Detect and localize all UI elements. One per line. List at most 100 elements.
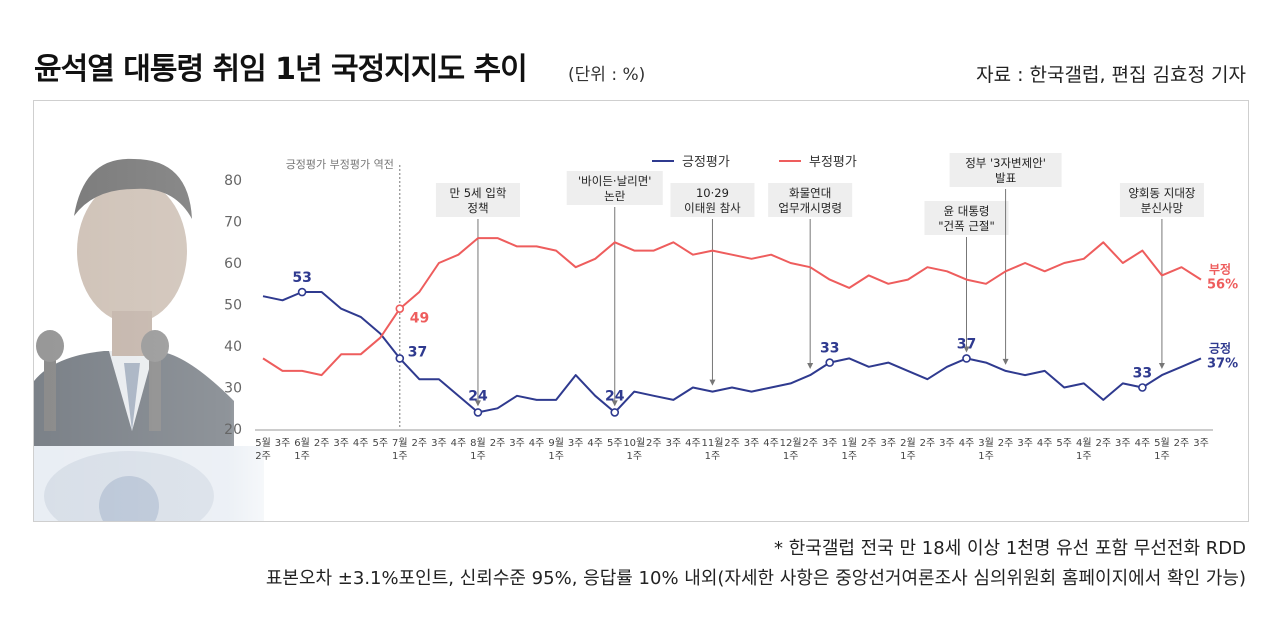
x-tick-label: 10월 [623, 437, 645, 449]
end-label-name: 부정 [1209, 262, 1231, 277]
data-label: 37 [957, 336, 976, 352]
x-tick-sublabel: 1주 [470, 451, 486, 462]
legend-item: 부정평가 [779, 155, 857, 170]
x-tick-label: 4주 [959, 438, 975, 449]
legend-label: 부정평가 [809, 155, 857, 170]
x-tick-label: 5월 [255, 437, 271, 449]
y-tick-label: 20 [224, 422, 242, 438]
data-label: 53 [292, 270, 311, 286]
event-annotation: 윤 대통령"건폭 근절" [924, 201, 1009, 353]
x-tick-label: 2주 [1096, 438, 1112, 449]
x-tick-sublabel: 1주 [392, 451, 408, 462]
x-tick-label: 2주 [646, 438, 662, 449]
end-label-name: 긍정 [1209, 340, 1231, 355]
event-text: 논란 [604, 189, 626, 203]
event-text: 분신사망 [1141, 201, 1184, 215]
x-tick-label: 3주 [333, 438, 349, 449]
data-point-marker [395, 304, 405, 313]
event-text: '바이든·날리면' [578, 174, 651, 188]
event-annotation: '바이든·날리면'논란 [566, 171, 663, 407]
event-text: 만 5세 입학 [449, 186, 506, 200]
end-label-value: 56% [1207, 278, 1238, 293]
x-tick-label: 3주 [881, 438, 897, 449]
source-credit: 자료 : 한국갤럽, 편집 김효정 기자 [976, 64, 1246, 86]
x-tick-label: 4주 [685, 438, 701, 449]
legend: 긍정평가 부정평가 [652, 155, 857, 170]
x-tick-sublabel: 1주 [1154, 451, 1170, 462]
x-tick-sublabel: 2주 [255, 451, 271, 462]
data-point-marker [395, 354, 405, 363]
x-tick-label: 3주 [568, 438, 584, 449]
data-label: 24 [605, 388, 625, 404]
y-axis: 80 70 60 50 40 30 20 [224, 173, 242, 438]
x-tick-label: 4월 [1076, 437, 1092, 449]
y-tick-label: 30 [224, 381, 242, 397]
x-tick-sublabel: 1주 [705, 451, 721, 462]
page-title: 윤석열 대통령 취임 1년 국정지지도 추이 [34, 52, 528, 87]
x-tick-label: 3주 [1193, 438, 1209, 449]
event-box [435, 183, 520, 217]
x-tick-label: 4주 [529, 438, 545, 449]
event-arrowhead [474, 400, 481, 407]
crossover-label: 긍정평가 부정평가 역전 [286, 158, 394, 171]
data-label: 33 [1133, 366, 1152, 382]
y-tick-label: 70 [224, 215, 242, 231]
x-tick-sublabel: 1주 [548, 451, 564, 462]
y-tick-label: 40 [224, 339, 242, 355]
unit-label: (단위 : %) [568, 65, 646, 85]
x-tick-label: 4주 [451, 438, 467, 449]
data-label: 49 [410, 311, 429, 327]
x-tick-label: 4주 [353, 438, 369, 449]
end-label-value: 37% [1207, 356, 1238, 371]
data-point-marker [473, 408, 483, 417]
data-point-marker [825, 358, 835, 367]
data-point-marker [610, 408, 620, 417]
data-label: 37 [408, 344, 427, 360]
x-tick-sublabel: 1주 [841, 451, 857, 462]
event-arrowhead [1002, 358, 1009, 365]
x-tick-label: 6월 [294, 437, 310, 449]
x-tick-label: 1월 [841, 437, 857, 449]
footnote-survey-method: * 한국갤럽 전국 만 18세 이상 1천명 유선 포함 무선전화 RDD [774, 538, 1246, 559]
x-tick-label: 4주 [587, 438, 603, 449]
event-arrowhead [1158, 363, 1165, 370]
event-text: "건폭 근절" [938, 219, 995, 233]
x-tick-label: 5주 [1056, 438, 1072, 449]
footnote-margin-of-error: 표본오차 ±3.1%포인트, 신뢰수준 95%, 응답률 10% 내외(자세한 … [265, 568, 1246, 589]
x-tick-label: 2주 [724, 438, 740, 449]
event-text: 이태원 참사 [684, 201, 741, 215]
event-box [924, 201, 1009, 235]
event-text: 양회동 지대장 [1128, 186, 1196, 200]
event-text: 10·29 [696, 186, 729, 200]
event-box [949, 153, 1062, 187]
event-box [670, 183, 755, 217]
x-tick-label: 8월 [470, 437, 486, 449]
x-tick-label: 7월 [392, 437, 408, 449]
event-arrowhead [709, 379, 716, 386]
event-text: 화물연대 [789, 186, 831, 200]
x-tick-sublabel: 1주 [978, 451, 994, 462]
event-arrowhead [611, 400, 618, 407]
x-tick-label: 3주 [275, 438, 291, 449]
event-arrowhead [963, 346, 970, 353]
data-point-marker [962, 354, 971, 363]
event-box [1119, 183, 1204, 217]
x-tick-label: 3주 [509, 438, 525, 449]
x-tick-sublabel: 1주 [783, 451, 799, 462]
x-tick-label: 4주 [1135, 438, 1151, 449]
x-tick-label: 3주 [431, 438, 447, 449]
y-tick-label: 50 [224, 298, 242, 314]
x-tick-label: 9월 [548, 437, 564, 449]
x-tick-label: 3주 [1017, 438, 1033, 449]
x-tick-label: 3월 [978, 437, 994, 449]
x-tick-label: 3주 [1115, 438, 1131, 449]
series-lines [262, 237, 1202, 414]
data-point-marker [297, 287, 307, 297]
x-tick-label: 2주 [314, 438, 330, 449]
